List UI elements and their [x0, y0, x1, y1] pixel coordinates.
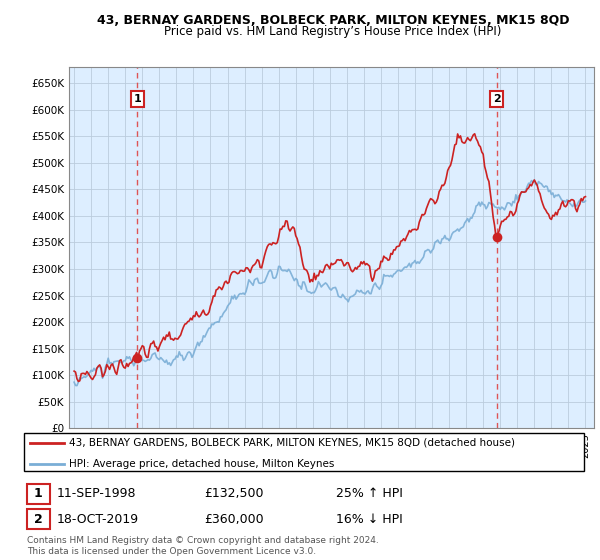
- Text: 2: 2: [493, 94, 500, 104]
- FancyBboxPatch shape: [27, 484, 50, 504]
- Text: Contains HM Land Registry data © Crown copyright and database right 2024.
This d: Contains HM Land Registry data © Crown c…: [27, 536, 379, 556]
- Text: 43, BERNAY GARDENS, BOLBECK PARK, MILTON KEYNES, MK15 8QD: 43, BERNAY GARDENS, BOLBECK PARK, MILTON…: [97, 14, 569, 27]
- Text: 1: 1: [34, 487, 43, 501]
- Text: £360,000: £360,000: [204, 512, 263, 526]
- Text: 18-OCT-2019: 18-OCT-2019: [57, 512, 139, 526]
- Text: 16% ↓ HPI: 16% ↓ HPI: [336, 512, 403, 526]
- FancyBboxPatch shape: [27, 509, 50, 529]
- Text: 2: 2: [34, 512, 43, 526]
- Text: Price paid vs. HM Land Registry’s House Price Index (HPI): Price paid vs. HM Land Registry’s House …: [164, 25, 502, 38]
- Text: 43, BERNAY GARDENS, BOLBECK PARK, MILTON KEYNES, MK15 8QD (detached house): 43, BERNAY GARDENS, BOLBECK PARK, MILTON…: [69, 438, 515, 448]
- Text: 11-SEP-1998: 11-SEP-1998: [57, 487, 137, 501]
- Text: £132,500: £132,500: [204, 487, 263, 501]
- Text: 1: 1: [133, 94, 141, 104]
- FancyBboxPatch shape: [24, 433, 584, 471]
- Text: HPI: Average price, detached house, Milton Keynes: HPI: Average price, detached house, Milt…: [69, 459, 335, 469]
- Text: 25% ↑ HPI: 25% ↑ HPI: [336, 487, 403, 501]
